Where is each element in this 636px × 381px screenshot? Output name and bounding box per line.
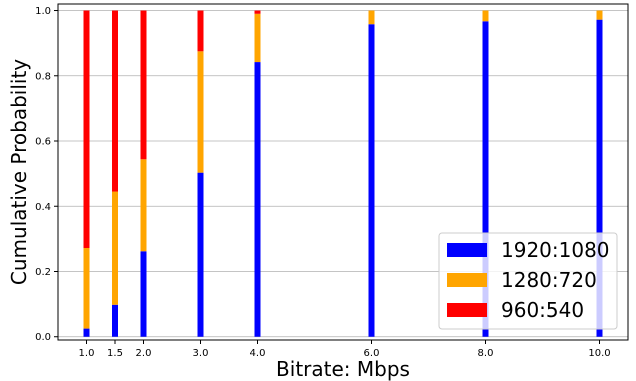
bar-segment-1920x1080 bbox=[197, 172, 204, 337]
bar-segment-1280x720 bbox=[596, 10, 603, 20]
legend-swatch bbox=[447, 243, 487, 257]
y-tick-label: 0.2 bbox=[35, 267, 51, 278]
bar-segment-960x540 bbox=[254, 10, 261, 14]
bar-segment-1280x720 bbox=[254, 13, 261, 63]
bar-segment-1920x1080 bbox=[482, 21, 489, 337]
legend-label: 1920:1080 bbox=[501, 238, 610, 262]
bars bbox=[83, 10, 603, 337]
x-tick-label: 1.5 bbox=[107, 348, 123, 359]
x-axis-label: Bitrate: Mbps bbox=[276, 357, 410, 381]
bar-segment-1280x720 bbox=[140, 159, 147, 252]
y-tick-label: 0.8 bbox=[35, 71, 51, 82]
x-tick-label: 4.0 bbox=[250, 348, 266, 359]
bar-segment-1920x1080 bbox=[254, 62, 261, 337]
legend: 1920:1080 1280:720 960:540 bbox=[438, 232, 618, 330]
bar-segment-1920x1080 bbox=[140, 251, 147, 337]
x-tick-label: 10.0 bbox=[588, 348, 610, 359]
x-tick-label: 3.0 bbox=[193, 348, 209, 359]
legend-swatch bbox=[447, 303, 487, 317]
y-tick-label: 0.0 bbox=[35, 332, 51, 343]
bar-segment-960x540 bbox=[197, 10, 204, 52]
grid-lines bbox=[58, 10, 628, 338]
legend-label: 960:540 bbox=[501, 298, 584, 322]
y-tick-label: 0.6 bbox=[35, 137, 51, 148]
y-tick-label: 0.4 bbox=[35, 202, 51, 213]
y-axis-label: Cumulative Probability bbox=[7, 59, 31, 285]
bar-segment-1280x720 bbox=[197, 51, 204, 173]
x-tick-label: 6.0 bbox=[364, 348, 380, 359]
bar-segment-1280x720 bbox=[368, 10, 375, 25]
x-tick-label: 8.0 bbox=[478, 348, 494, 359]
y-tick-label: 1.0 bbox=[35, 6, 51, 17]
plot-frame bbox=[57, 3, 629, 341]
x-tick-label: 1.0 bbox=[79, 348, 95, 359]
bar-segment-1920x1080 bbox=[368, 24, 375, 337]
bar-segment-1280x720 bbox=[482, 10, 489, 22]
legend-label: 1280:720 bbox=[501, 268, 597, 292]
bar-segment-1920x1080 bbox=[596, 19, 603, 337]
x-tick-label: 2.0 bbox=[136, 348, 152, 359]
bar-segment-960x540 bbox=[140, 10, 147, 160]
bar-segment-960x540 bbox=[83, 10, 90, 249]
bar-segment-1920x1080 bbox=[83, 328, 90, 337]
legend-swatch bbox=[447, 273, 487, 287]
bar-segment-1920x1080 bbox=[112, 304, 118, 337]
bar-segment-960x540 bbox=[112, 10, 118, 192]
bar-segment-1280x720 bbox=[112, 191, 118, 305]
y-axis-ticks: 0.0 0.2 0.4 0.6 0.8 1.0 bbox=[35, 6, 58, 343]
x-axis-ticks: 1.0 1.5 2.0 3.0 4.0 6.0 8.0 10.0 bbox=[79, 340, 611, 359]
bar-segment-1280x720 bbox=[83, 248, 90, 329]
